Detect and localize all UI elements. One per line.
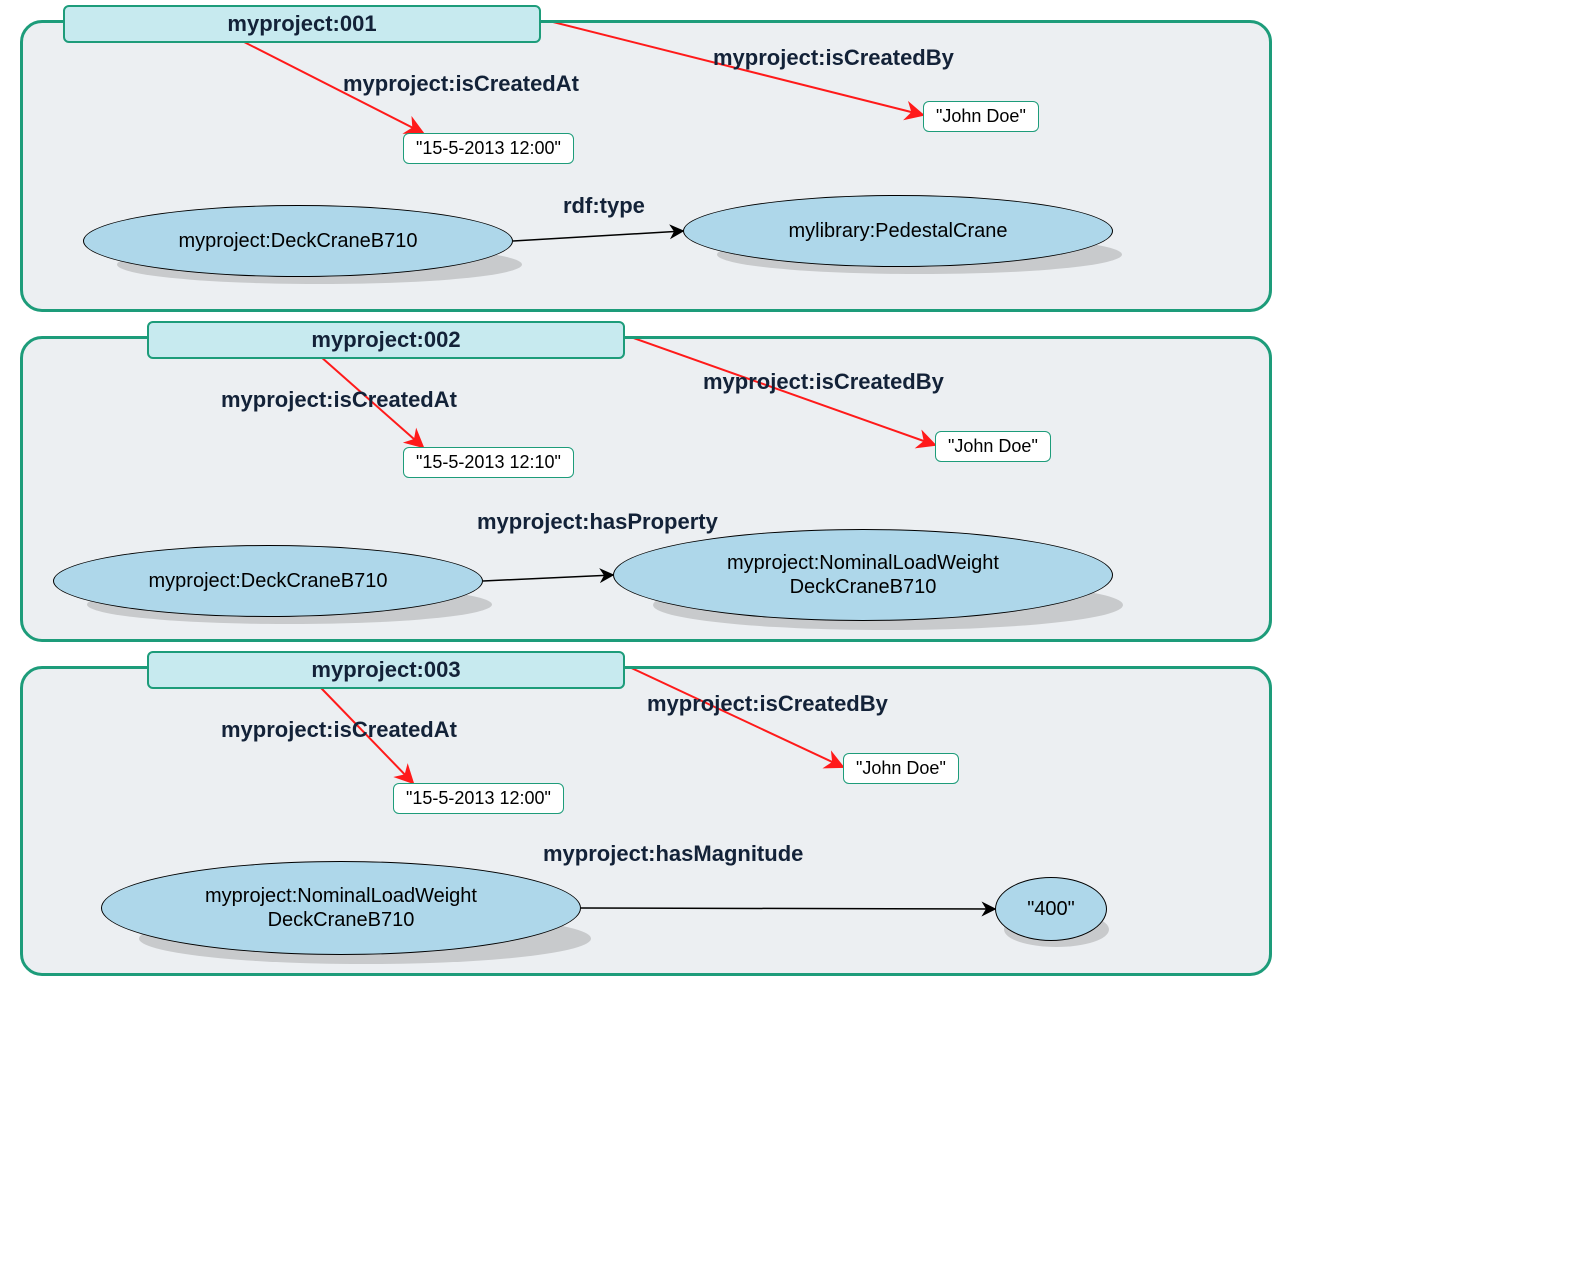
- panel1-date-value: "15-5-2013 12:00": [403, 133, 574, 164]
- panel3-left-node-text: myproject:NominalLoadWeightDeckCraneB710: [205, 884, 477, 932]
- rdf-panel-002: myproject:002 myproject:isCreatedAt mypr…: [20, 336, 1272, 642]
- panel3-right-node-text: "400": [1027, 897, 1075, 921]
- panel1-right-node-text: mylibrary:PedestalCrane: [789, 219, 1008, 243]
- panel2-header: myproject:002: [147, 321, 625, 359]
- panel2-iscreatedby-label: myproject:isCreatedBy: [703, 369, 944, 395]
- panel1-edge-label: rdf:type: [563, 193, 645, 219]
- panel2-right-node-text: myproject:NominalLoadWeightDeckCraneB710: [727, 551, 999, 599]
- panel3-date-value: "15-5-2013 12:00": [393, 783, 564, 814]
- panel3-edge-label: myproject:hasMagnitude: [543, 841, 803, 867]
- panel1-left-node-text: myproject:DeckCraneB710: [179, 229, 418, 253]
- panel1-author-value: "John Doe": [923, 101, 1039, 132]
- panel1-left-node: myproject:DeckCraneB710: [83, 205, 513, 277]
- panel1-header: myproject:001: [63, 5, 541, 43]
- panel3-header: myproject:003: [147, 651, 625, 689]
- panel2-iscreatedat-label: myproject:isCreatedAt: [221, 387, 457, 413]
- panel2-right-node: myproject:NominalLoadWeightDeckCraneB710: [613, 529, 1113, 621]
- panel2-left-node: myproject:DeckCraneB710: [53, 545, 483, 617]
- panel3-right-node: "400": [995, 877, 1107, 941]
- rdf-panel-001: myproject:001 myproject:isCreatedAt mypr…: [20, 20, 1272, 312]
- panel3-iscreatedby-label: myproject:isCreatedBy: [647, 691, 888, 717]
- panel3-author-value: "John Doe": [843, 753, 959, 784]
- panel1-iscreatedby-label: myproject:isCreatedBy: [713, 45, 954, 71]
- panel3-left-node: myproject:NominalLoadWeightDeckCraneB710: [101, 861, 581, 955]
- panel3-iscreatedat-label: myproject:isCreatedAt: [221, 717, 457, 743]
- rdf-panel-003: myproject:003 myproject:isCreatedAt mypr…: [20, 666, 1272, 976]
- panel1-right-node: mylibrary:PedestalCrane: [683, 195, 1113, 267]
- panel2-date-value: "15-5-2013 12:10": [403, 447, 574, 478]
- panel2-left-node-text: myproject:DeckCraneB710: [149, 569, 388, 593]
- panel1-iscreatedat-label: myproject:isCreatedAt: [343, 71, 579, 97]
- panel2-author-value: "John Doe": [935, 431, 1051, 462]
